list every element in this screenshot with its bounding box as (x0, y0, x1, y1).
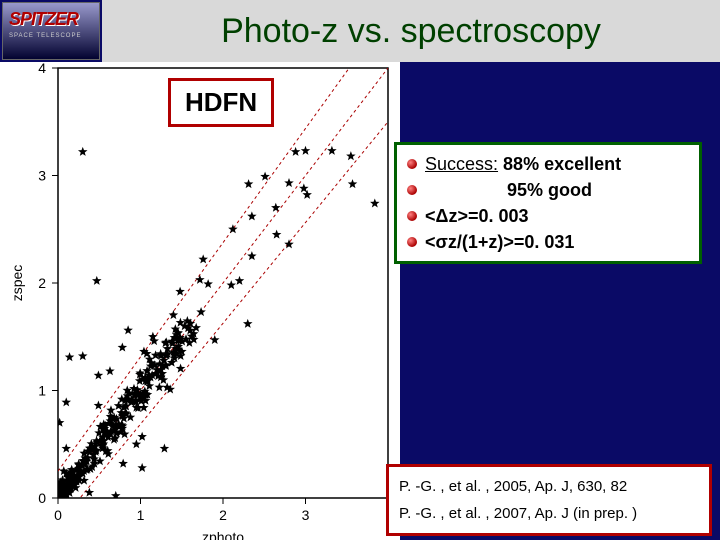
svg-text:0: 0 (38, 490, 46, 506)
stats-success-label: Success: (425, 154, 498, 174)
reference-1: P. -G. , et al. , 2005, Ap. J, 630, 82 (399, 473, 699, 500)
svg-text:1: 1 (137, 507, 145, 523)
title-bar: Photo-z vs. spectroscopy (102, 0, 720, 62)
chart-area: 0 1 2 3 0 1 2 3 4 zphoto zspec (0, 62, 400, 540)
scatter-plot: 0 1 2 3 0 1 2 3 4 zphoto zspec (0, 62, 400, 540)
svg-text:2: 2 (219, 507, 227, 523)
stats-box: Success: 88% excellent 95% good <Δz>=0. … (394, 142, 702, 264)
logo-subtext: SPACE TELESCOPE (9, 33, 81, 39)
bullet-icon (407, 159, 417, 169)
stats-line4: <σz/(1+z)>=0. 031 (425, 232, 574, 252)
svg-text:1: 1 (38, 383, 46, 399)
stats-line2: 95% good (425, 180, 592, 200)
bullet-icon (407, 237, 417, 247)
svg-text:4: 4 (38, 62, 46, 76)
svg-text:zphoto: zphoto (202, 529, 244, 540)
stats-line1: 88% excellent (503, 154, 621, 174)
reference-2: P. -G. , et al. , 2007, Ap. J (in prep. … (399, 500, 699, 527)
bullet-icon (407, 211, 417, 221)
svg-text:zspec: zspec (9, 265, 25, 302)
logo-text: SPITZER (9, 9, 78, 30)
logo: SPITZER SPACE TELESCOPE (0, 0, 102, 62)
svg-text:2: 2 (38, 275, 46, 291)
svg-text:3: 3 (38, 168, 46, 184)
svg-text:0: 0 (54, 507, 62, 523)
bullet-icon (407, 185, 417, 195)
stats-line3: <Δz>=0. 003 (425, 206, 529, 226)
svg-text:3: 3 (302, 507, 310, 523)
page-title: Photo-z vs. spectroscopy (221, 12, 601, 51)
field-label-box: HDFN (168, 78, 274, 127)
references-box: P. -G. , et al. , 2005, Ap. J, 630, 82 P… (386, 464, 712, 536)
